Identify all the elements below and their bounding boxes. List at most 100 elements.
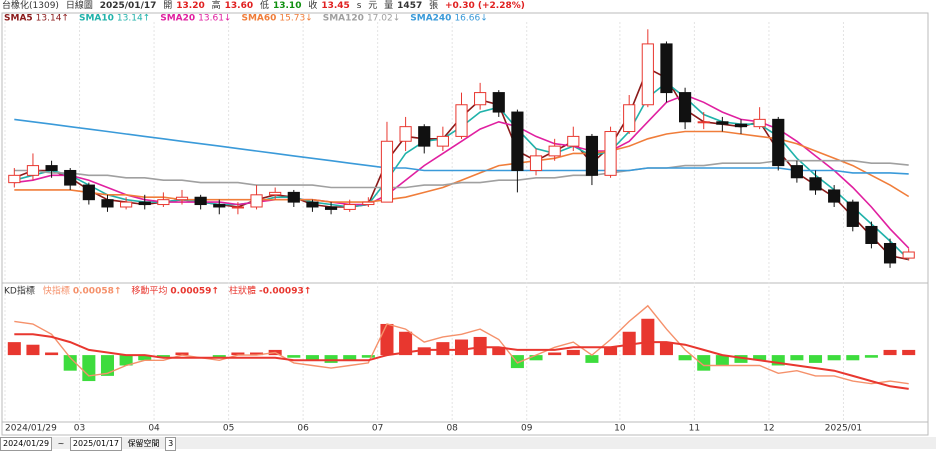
tilde: ~ [57, 439, 65, 448]
candle-body [436, 135, 449, 147]
histogram-bar [846, 355, 860, 361]
candle-body [362, 201, 375, 206]
histogram-bar [454, 339, 469, 356]
histogram-bar [883, 349, 897, 356]
legend-value: 15.73↓ [279, 14, 312, 24]
x-tick-label: 09 [521, 424, 533, 434]
legend-name: 柱狀體 [229, 285, 256, 297]
histogram-bar [287, 355, 301, 358]
histogram-bar [808, 355, 823, 363]
histogram-bar [697, 355, 711, 371]
histogram-bar [399, 331, 413, 356]
candle-body [716, 121, 729, 125]
x-tick-label: 04 [148, 424, 160, 434]
footer-bar: 2024/01/29 ~ 2025/01/17 保留空間 3 [0, 437, 936, 451]
candle-body [585, 135, 599, 176]
quote-header: 台橡化(1309) 日線圖 2025/01/17 開 13.20 高 13.60 低… [2, 0, 529, 12]
candle-body [175, 196, 189, 201]
histogram-bar [324, 355, 338, 363]
panel-title: KD指標 [4, 285, 35, 297]
candle-body [567, 135, 580, 147]
high: 13.60 [224, 1, 254, 11]
candle-body [82, 184, 95, 201]
candle-body [26, 165, 40, 176]
histogram-bar [343, 355, 357, 361]
candle-body [883, 242, 897, 264]
histogram-bar [100, 355, 115, 376]
chart-kind: 日線圖 [65, 1, 93, 11]
candle-body [809, 177, 822, 191]
candle-body [231, 206, 244, 209]
candle-body [753, 118, 766, 128]
legend-value: -0.00093↑ [259, 287, 311, 297]
histogram-bar [45, 352, 59, 356]
histogram-bar [659, 342, 673, 356]
candle-body [120, 201, 133, 208]
legend-name: SMA20 [160, 14, 195, 24]
histogram-bar [715, 355, 729, 366]
candle-body [8, 174, 21, 184]
histogram-bar [827, 355, 841, 361]
legend-value: 0.00059↑ [170, 287, 219, 297]
candle-body [641, 43, 654, 106]
candle-body [790, 165, 803, 179]
histogram-bar [753, 355, 767, 361]
candle-body [548, 145, 561, 157]
candle-body [306, 201, 319, 208]
histogram-bar [436, 342, 450, 356]
candle-body [343, 204, 356, 210]
ma-line [14, 159, 909, 189]
histogram-bar [790, 355, 804, 361]
candle-body [138, 201, 151, 206]
x-tick-label: 03 [74, 424, 85, 434]
x-tick-label: 12 [763, 424, 774, 434]
candle-body [511, 111, 524, 171]
candle-body [287, 191, 300, 203]
histogram-bar [566, 349, 580, 356]
x-tick-label: 2025/01 [825, 424, 862, 434]
histogram-bar [771, 355, 785, 366]
frame [1, 12, 929, 436]
histogram-bar [734, 355, 748, 363]
legend-name: SMA240 [410, 14, 451, 24]
open: 13.20 [176, 1, 205, 11]
candle-body [269, 191, 282, 196]
legend-value: 0.00058↑ [73, 287, 122, 297]
histogram-bar [473, 336, 487, 356]
low-label: 低 [259, 1, 269, 11]
legend-name: 快指標 [43, 285, 70, 297]
candle-body [399, 126, 412, 142]
candle-body [660, 43, 673, 94]
legend-name: 移動平均 [131, 285, 167, 297]
histogram-bar [417, 347, 431, 356]
histogram-bar [231, 352, 245, 356]
x-tick-label: 11 [689, 424, 700, 434]
chart: 2024/01/29 03 04 05 06 07 08 09 10 11 12 2025/01 SMA… [1, 12, 929, 436]
s-mark: s [356, 1, 362, 11]
candle-body [250, 194, 263, 208]
candle-body [623, 104, 636, 133]
histogram-bar [175, 352, 189, 356]
histogram-bar [119, 355, 133, 366]
legend-value: 16.66↓ [454, 14, 487, 24]
unit: 元 [368, 1, 378, 11]
candle-body [380, 140, 394, 203]
legend-name: SMA60 [241, 14, 276, 24]
histogram-bar [82, 355, 96, 382]
legend-name: SMA120 [323, 14, 364, 24]
candle-body [846, 201, 859, 227]
candle-body [194, 196, 207, 206]
candle-body [101, 199, 114, 208]
candle-body [324, 206, 338, 210]
candle-body [45, 165, 58, 171]
high-label: 高 [211, 1, 221, 11]
change: +0.30 (+2.28%) [445, 1, 525, 11]
open-label: 開 [163, 1, 173, 11]
volume-unit: 張 [429, 1, 439, 11]
histogram-bar [26, 344, 40, 356]
candle-body [418, 126, 431, 147]
candle-body [213, 204, 226, 208]
histogram-bar [529, 355, 543, 361]
candle-body [697, 121, 710, 124]
